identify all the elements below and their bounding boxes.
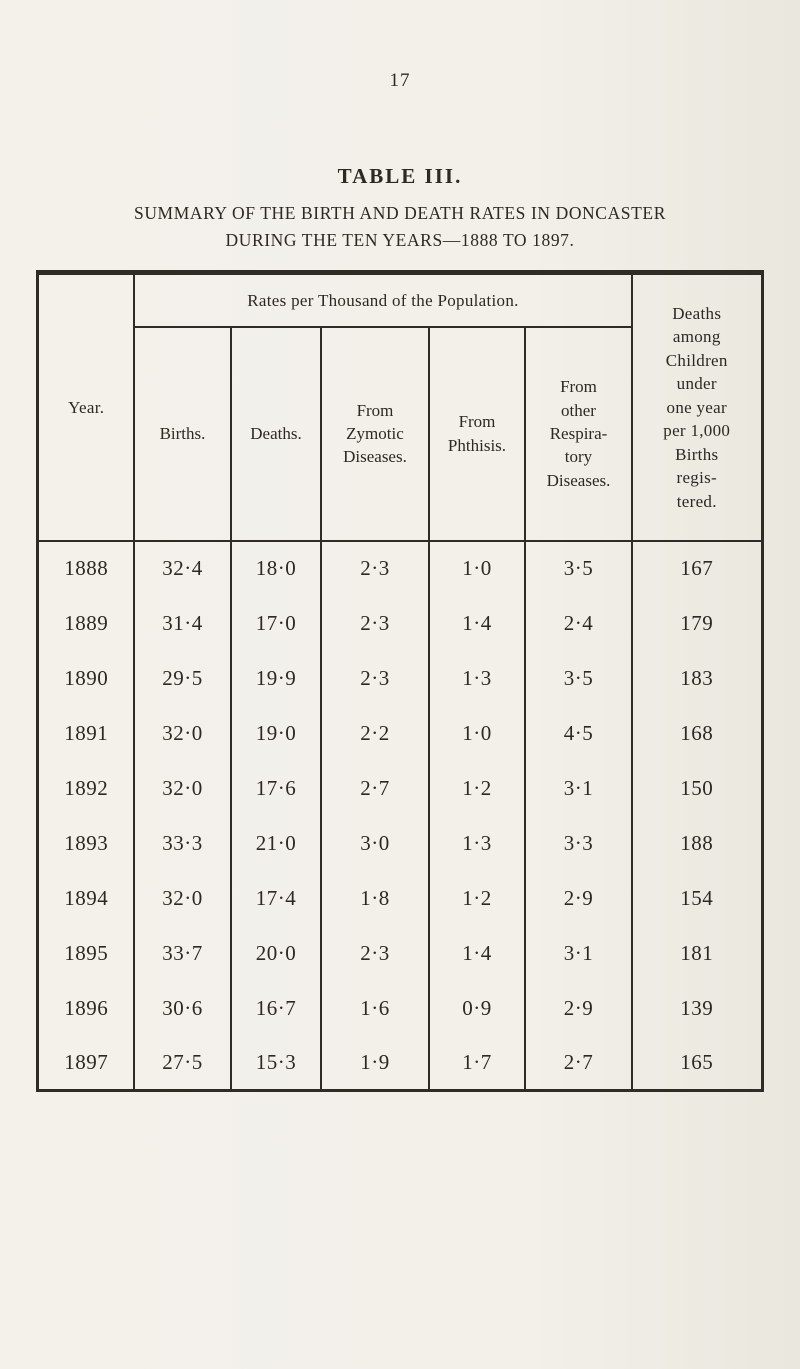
year-cell: 1892 [36,760,135,816]
column-header-row: Births. Deaths. From Zymotic Diseases. F… [38,326,762,542]
year-cell: 1897 [36,1035,135,1091]
zymotic-cell: 2·7 [319,760,430,816]
deaths-cell: 20·0 [229,925,322,981]
infant-mortality-cell: 181 [631,925,763,981]
infant-mortality-cell: 183 [631,650,763,706]
phthisis-cell: 1·3 [427,815,526,871]
zymotic-cell: 2·3 [319,925,430,981]
infant-mortality-cell: 154 [631,870,763,926]
deaths-header-cell: Deaths. [229,326,322,542]
deaths-cell: 18·0 [229,540,322,596]
deaths-cell: 15·3 [229,1035,322,1091]
phthisis-cell: 1·4 [427,925,526,981]
births-cell: 32·0 [132,760,232,816]
deaths-cell: 19·0 [229,705,322,761]
table-row: 1889 31·4 17·0 2·3 1·4 2·4 179 [36,595,763,651]
year-cell: 1894 [36,870,135,926]
infant-mortality-cell: 167 [631,540,763,596]
group-header-cell: Rates per Thousand of the Population. [132,272,634,328]
year-cell: 1896 [36,980,135,1036]
respiratory-header-cell: From other Respira- tory Diseases. [523,326,634,542]
respiratory-cell: 3·1 [523,760,634,816]
zymotic-cell: 2·3 [319,540,430,596]
phthisis-cell: 1·2 [427,870,526,926]
deaths-cell: 17·4 [229,870,322,926]
table-row: 1893 33·3 21·0 3·0 1·3 3·3 188 [36,815,763,871]
births-cell: 33·3 [132,815,232,871]
year-cell: 1888 [36,540,135,596]
respiratory-cell: 3·5 [523,650,634,706]
page-number: 17 [389,70,411,91]
infant-mortality-cell: 165 [631,1035,763,1091]
deaths-cell: 17·0 [229,595,322,651]
births-cell: 32·0 [132,705,232,761]
respiratory-cell: 2·7 [523,1035,634,1091]
table-row: 1890 29·5 19·9 2·3 1·3 3·5 183 [36,650,763,706]
zymotic-cell: 2·2 [319,705,430,761]
table-row: 1896 30·6 16·7 1·6 0·9 2·9 139 [36,980,763,1036]
table-subtitle: SUMMARY OF THE BIRTH AND DEATH RATES IN … [133,203,666,251]
phthisis-cell: 1·4 [427,595,526,651]
zymotic-header-cell: From Zymotic Diseases. [319,326,430,542]
births-cell: 31·4 [132,595,232,651]
births-cell: 33·7 [132,925,232,981]
zymotic-cell: 3·0 [319,815,430,871]
respiratory-cell: 2·9 [523,980,634,1036]
deaths-cell: 21·0 [229,815,322,871]
phthisis-cell: 1·0 [427,540,526,596]
infant-mortality-cell: 150 [631,760,763,816]
zymotic-cell: 2·3 [319,595,430,651]
respiratory-cell: 3·3 [523,815,634,871]
births-cell: 29·5 [132,650,232,706]
phthisis-cell: 1·2 [427,760,526,816]
table-row: 1895 33·7 20·0 2·3 1·4 3·1 181 [36,925,763,981]
respiratory-cell: 2·4 [523,595,634,651]
deaths-cell: 17·6 [229,760,322,816]
phthisis-cell: 1·7 [427,1035,526,1091]
table-row: 1894 32·0 17·4 1·8 1·2 2·9 154 [36,870,763,926]
zymotic-cell: 1·8 [319,870,430,926]
infant-mortality-cell: 168 [631,705,763,761]
year-cell: 1895 [36,925,135,981]
deaths-cell: 16·7 [229,980,322,1036]
births-cell: 30·6 [132,980,232,1036]
year-cell: 1893 [36,815,135,871]
infant-mortality-cell: 188 [631,815,763,871]
births-cell: 32·0 [132,870,232,926]
respiratory-cell: 3·1 [523,925,634,981]
group-header-row: Year. Rates per Thousand of the Populati… [36,272,763,542]
table-row: 1892 32·0 17·6 2·7 1·2 3·1 150 [36,760,763,816]
respiratory-cell: 3·5 [523,540,634,596]
rates-table: Year. Rates per Thousand of the Populati… [36,270,764,1093]
table-row: 1891 32·0 19·0 2·2 1·0 4·5 168 [36,705,763,761]
births-cell: 27·5 [132,1035,232,1091]
zymotic-cell: 1·9 [319,1035,430,1091]
infant-mortality-header-cell: Deaths among Children under one year per… [631,272,763,542]
table-title: TABLE III. [337,164,463,188]
phthisis-cell: 1·3 [427,650,526,706]
infant-mortality-cell: 139 [631,980,763,1036]
table-row: 1888 32·4 18·0 2·3 1·0 3·5 167 [36,540,763,596]
respiratory-cell: 4·5 [523,705,634,761]
phthisis-cell: 0·9 [427,980,526,1036]
births-header-cell: Births. [132,326,232,542]
phthisis-header-cell: From Phthisis. [427,326,526,542]
year-cell: 1889 [36,595,135,651]
infant-mortality-cell: 179 [631,595,763,651]
phthisis-cell: 1·0 [427,705,526,761]
year-header-cell: Year. [36,272,135,542]
respiratory-cell: 2·9 [523,870,634,926]
births-cell: 32·4 [132,540,232,596]
zymotic-cell: 2·3 [319,650,430,706]
deaths-cell: 19·9 [229,650,322,706]
zymotic-cell: 1·6 [319,980,430,1036]
table-row: 1897 27·5 15·3 1·9 1·7 2·7 165 [36,1035,763,1091]
year-cell: 1890 [36,650,135,706]
year-cell: 1891 [36,705,135,761]
